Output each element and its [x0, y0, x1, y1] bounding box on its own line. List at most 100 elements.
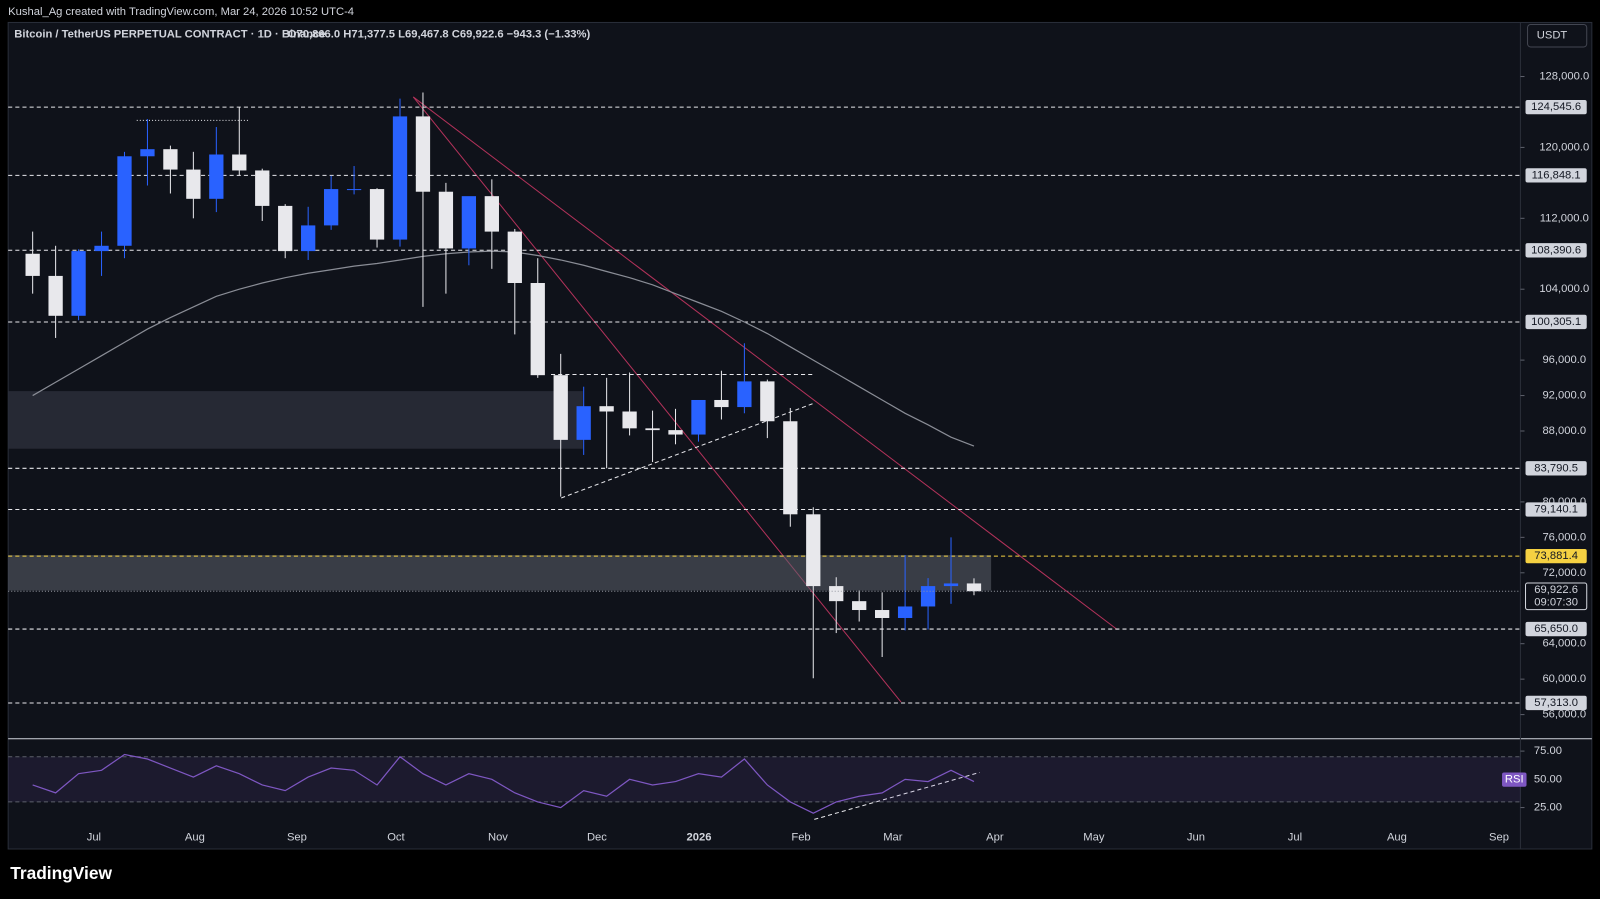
level-badge	[1525, 243, 1587, 258]
symbol: Bitcoin / TetherUS PERPETUAL CONTRACT · …	[14, 29, 325, 41]
countdown: 09:07:30	[1534, 596, 1578, 608]
rsi-badge	[1502, 772, 1527, 787]
candle-body	[691, 399, 706, 435]
candle-body	[920, 586, 936, 607]
candle-body	[438, 191, 454, 249]
x-tick-label: May	[1083, 832, 1105, 844]
candle-body	[117, 156, 132, 246]
x-tick-label: Oct	[387, 832, 405, 844]
candle-body	[163, 149, 178, 170]
y-tick-label: 96,000.0	[1542, 354, 1586, 366]
candle-body	[576, 406, 591, 440]
x-tick-label: Aug	[185, 832, 205, 844]
level-label: 108,390.6	[1531, 244, 1581, 256]
level-badge	[1525, 314, 1587, 330]
candle-body	[645, 428, 660, 431]
rsi-band	[8, 756, 1521, 802]
level-label: 116,848.1	[1532, 169, 1581, 181]
level-badge	[1525, 461, 1587, 476]
candle-body	[484, 196, 499, 232]
x-tick-label: Mar	[883, 832, 903, 844]
rsi-line	[32, 753, 975, 814]
y-tick-label: 56,000.0	[1542, 709, 1586, 721]
level-badge	[1525, 548, 1587, 564]
y-tick-label: 128,000.0	[1539, 70, 1589, 82]
candle-body	[186, 169, 201, 199]
level-label: 100,305.1	[1531, 316, 1581, 328]
candle-body	[278, 205, 293, 252]
rsi-name: RSI	[1505, 774, 1524, 786]
level-badge	[1525, 695, 1587, 711]
candle-body	[369, 189, 385, 240]
y-tick-label: 64,000.0	[1542, 638, 1586, 650]
y-tick-label: 72,000.0	[1542, 567, 1586, 579]
candle-body	[668, 430, 683, 435]
candle-body	[140, 149, 155, 157]
ohlc: O70,866.0 H71,377.5 L69,467.8 C69,922.6 …	[288, 29, 591, 41]
y-tick-label: 104,000.0	[1539, 283, 1589, 295]
x-tick-label: Sep	[287, 832, 307, 844]
y-tick-label: 88,000.0	[1542, 425, 1586, 437]
candle-body	[599, 406, 614, 412]
candle-body	[461, 196, 477, 249]
rsi-tick-label: 75.00	[1534, 745, 1562, 757]
level-label: 83,790.5	[1534, 462, 1578, 474]
y-tick-label: 76,000.0	[1542, 531, 1586, 543]
x-tick-label: Sep	[1489, 832, 1509, 844]
level-label: 57,313.0	[1534, 697, 1578, 709]
candle-body	[622, 411, 637, 429]
rsi-tick-label: 25.00	[1534, 802, 1562, 814]
candle-body	[323, 189, 339, 226]
moving-average	[32, 250, 975, 447]
x-tick-label: Jul	[1288, 832, 1302, 844]
x-tick-label: Apr	[986, 832, 1004, 844]
candle-body	[806, 514, 821, 587]
y-tick-label: 112,000.0	[1540, 212, 1589, 224]
level-label: 124,545.6	[1531, 101, 1581, 113]
y-tick-label: 60,000.0	[1542, 673, 1586, 685]
level-badge	[1525, 502, 1587, 517]
currency[interactable]: USDT	[1537, 30, 1568, 42]
rsi-tick-label: 50.00	[1534, 773, 1562, 785]
x-tick-label: Jul	[87, 832, 101, 844]
last-price-badge	[1525, 582, 1588, 611]
level-label: 65,650.0	[1534, 623, 1578, 635]
candle-body	[783, 421, 798, 515]
currency-button[interactable]	[1527, 23, 1588, 48]
candle-body	[71, 251, 86, 316]
candle-body	[875, 610, 890, 618]
level-badge	[1525, 168, 1587, 183]
candle-body	[255, 170, 270, 206]
x-tick-label: Jun	[1187, 832, 1205, 844]
x-tick-label: Dec	[587, 832, 607, 844]
level-badge	[1525, 621, 1587, 637]
candle-body	[714, 399, 729, 408]
level-label: 73,881.4	[1534, 550, 1578, 562]
candle-body	[966, 583, 982, 592]
candle-body	[897, 606, 913, 618]
candle-body	[829, 586, 844, 602]
candle-body	[209, 154, 224, 199]
candle-body	[553, 375, 568, 440]
candle-body	[760, 381, 775, 422]
candle-body	[301, 225, 316, 252]
candle-body	[737, 381, 752, 408]
logo: TradingView	[10, 863, 112, 883]
candle-body	[415, 116, 431, 192]
level-badge	[1525, 99, 1587, 115]
candle-body	[392, 116, 408, 240]
x-tick-label: 2026	[686, 832, 711, 844]
credit: Kushal_Ag created with TradingView.com, …	[8, 6, 354, 18]
rsi-trend-line	[814, 771, 980, 820]
candle-body	[48, 275, 63, 316]
candle-body	[943, 583, 959, 587]
last-price-label: 69,922.6	[1534, 584, 1578, 596]
x-tick-label: Aug	[1387, 832, 1407, 844]
zone	[8, 555, 992, 591]
candle-body	[507, 231, 522, 284]
candle-body	[346, 189, 362, 191]
y-tick-label: 120,000.0	[1539, 141, 1589, 153]
candle-body	[530, 283, 545, 376]
trend-line	[412, 96, 1118, 631]
